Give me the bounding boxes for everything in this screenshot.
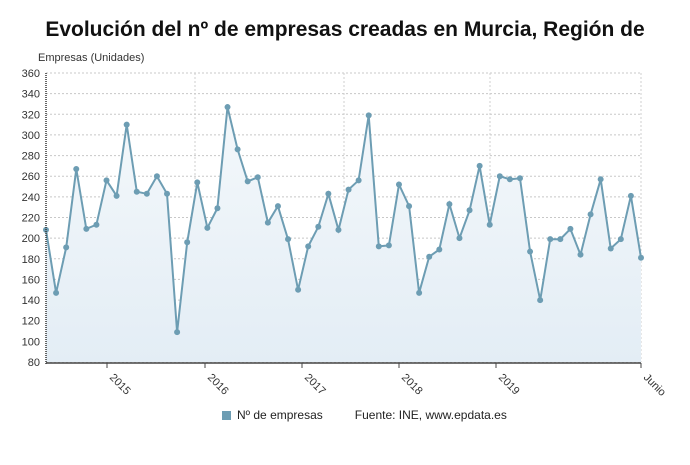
data-point <box>254 174 261 181</box>
data-point <box>436 246 443 253</box>
x-tick-label: 2015 <box>107 372 133 398</box>
data-point <box>194 179 201 186</box>
data-point <box>506 176 513 183</box>
data-point <box>365 112 372 119</box>
legend-label: Nº de empresas <box>237 408 323 422</box>
data-point <box>63 244 70 251</box>
data-point <box>416 289 423 296</box>
chart-title: Evolución del nº de empresas creadas en … <box>45 18 645 41</box>
data-point <box>476 162 483 169</box>
data-point <box>184 239 191 246</box>
x-tick-label: 2019 <box>496 372 522 398</box>
data-point <box>486 221 493 228</box>
data-point <box>93 221 100 228</box>
data-point <box>204 224 211 231</box>
y-tick-label: 240 <box>22 192 40 204</box>
data-point <box>577 251 584 258</box>
y-tick-label: 200 <box>22 233 40 245</box>
legend: Nº de empresas Fuente: INE, www.epdata.e… <box>222 408 507 422</box>
data-point <box>557 236 564 243</box>
y-tick-label: 320 <box>22 109 40 121</box>
data-point <box>466 207 473 214</box>
legend-swatch <box>222 410 231 420</box>
data-point <box>113 192 120 199</box>
y-tick-label: 120 <box>22 316 40 328</box>
data-point <box>285 236 292 243</box>
data-point <box>244 178 251 185</box>
x-tick-label: 2018 <box>399 372 425 398</box>
data-point <box>426 253 433 260</box>
data-point <box>355 177 362 184</box>
data-point <box>164 190 171 197</box>
data-point <box>73 165 80 172</box>
data-point <box>597 176 604 183</box>
x-tick-label: 2017 <box>302 372 328 398</box>
y-tick-label: 220 <box>22 213 40 225</box>
data-point <box>305 243 312 250</box>
data-point <box>274 203 281 210</box>
data-point <box>375 243 382 250</box>
data-point <box>395 181 402 188</box>
data-point <box>325 190 332 197</box>
source-text: Fuente: INE, www.epdata.es <box>354 408 507 422</box>
data-point <box>53 289 60 296</box>
data-point <box>456 235 463 242</box>
data-point <box>516 175 523 182</box>
data-point <box>537 297 544 304</box>
data-point <box>133 188 140 195</box>
y-tick-label: 160 <box>22 274 40 286</box>
y-axis-label: Empresas (Unidades) <box>38 52 145 64</box>
x-tick-label: 2016 <box>205 372 231 398</box>
y-tick-label: 300 <box>22 130 40 142</box>
data-point <box>153 173 160 180</box>
y-tick-label: 260 <box>22 171 40 183</box>
data-point <box>103 177 110 184</box>
data-point <box>547 236 554 243</box>
data-point <box>406 203 413 210</box>
y-tick-label: 100 <box>22 336 40 348</box>
data-point <box>123 121 130 128</box>
data-point <box>587 211 594 218</box>
data-point <box>345 186 352 193</box>
data-point <box>315 223 322 230</box>
data-point <box>567 225 574 232</box>
y-tick-label: 340 <box>22 89 40 101</box>
y-tick-label: 140 <box>22 295 40 307</box>
data-point <box>335 226 342 233</box>
data-point <box>174 329 181 336</box>
area-fill <box>46 107 641 362</box>
data-point <box>446 201 453 208</box>
data-point <box>234 146 241 153</box>
data-point <box>385 242 392 249</box>
data-point <box>627 192 634 199</box>
data-point <box>617 236 624 243</box>
y-tick-label: 180 <box>22 254 40 266</box>
data-point <box>607 245 614 252</box>
data-point <box>224 104 231 111</box>
data-point <box>83 225 90 232</box>
y-tick-label: 80 <box>28 357 40 369</box>
data-point <box>496 173 503 180</box>
data-point <box>295 286 302 293</box>
data-point <box>527 248 534 255</box>
x-tick-label: Junio <box>641 372 668 399</box>
data-point <box>638 254 644 261</box>
data-point <box>264 219 271 226</box>
y-tick-label: 360 <box>22 68 40 80</box>
data-point <box>143 190 150 197</box>
data-point <box>214 205 221 212</box>
y-tick-label: 280 <box>22 151 40 163</box>
